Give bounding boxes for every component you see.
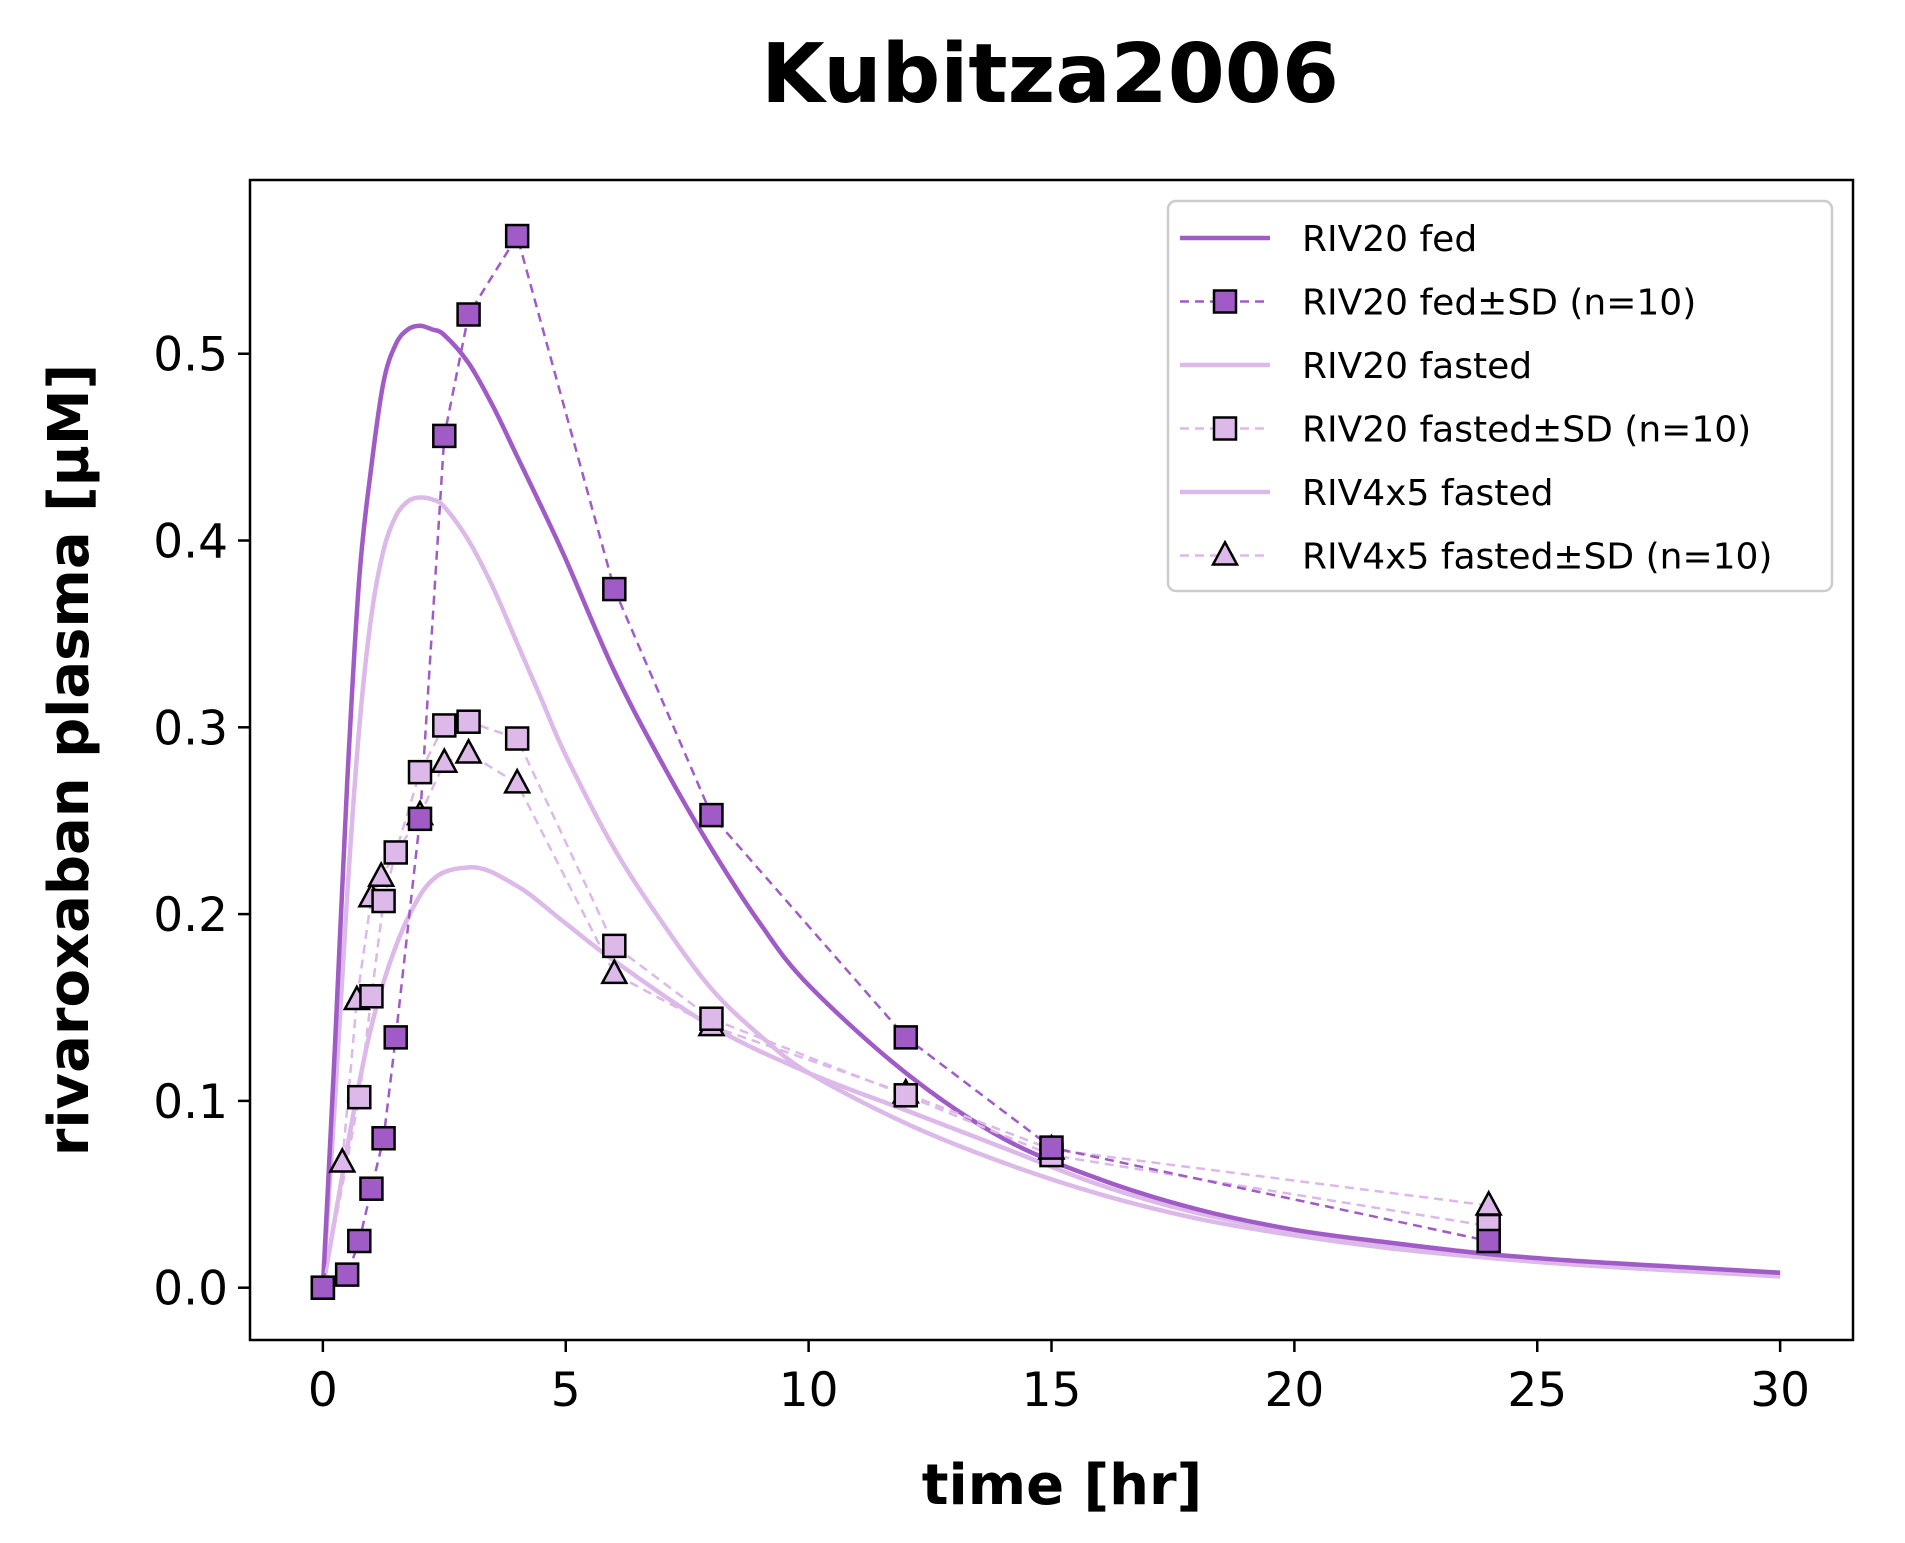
legend: RIV20 fed RIV20 fed±SD (n=10) RIV20 fasted… — [1166, 199, 1834, 593]
y-tick-label: 0.5 — [153, 328, 228, 383]
x-tick-label: 0 — [308, 1363, 338, 1418]
data-point-riv20-fed-sd-n-10 — [347, 1228, 372, 1254]
legend-item-riv20-fasted: RIV20 fasted — [1180, 346, 1532, 387]
data-point-riv20-fed-sd-n-10 — [893, 1025, 919, 1050]
x-tick-label: 25 — [1507, 1363, 1567, 1418]
data-point-riv4x5-fasted-sd-n-10 — [454, 737, 483, 764]
y-tick-label: 0.1 — [153, 1075, 228, 1130]
data-point-riv20-fed-sd-n-10 — [456, 302, 481, 327]
data-point-riv20-fasted-sd-n-10 — [347, 1084, 372, 1110]
y-tick-label: 0.0 — [153, 1262, 228, 1317]
legend-box — [1166, 199, 1834, 593]
data-point-riv20-fasted-sd-n-10 — [893, 1083, 919, 1108]
legend-label: RIV20 fasted±SD (n=10) — [1302, 410, 1751, 451]
data-point-riv4x5-fasted-sd-n-10 — [367, 860, 396, 887]
y-axis: 0.0 0.1 0.2 0.3 0.4 0.5 — [153, 328, 250, 1317]
x-tick-label: 10 — [779, 1363, 839, 1418]
data-point-riv20-fed-sd-n-10 — [310, 1275, 336, 1300]
data-point-riv20-fed-sd-n-10 — [504, 223, 530, 249]
data-point-riv20-fasted-sd-n-10 — [371, 888, 396, 914]
data-point-riv20-fed-sd-n-10 — [602, 576, 627, 602]
data-point-riv20-fasted-sd-n-10 — [383, 840, 408, 865]
data-point-riv20-fasted-sd-n-10 — [602, 933, 627, 959]
data-point-riv20-fed-sd-n-10 — [359, 1176, 384, 1201]
data-point-riv4x5-fasted-sd-n-10 — [328, 1146, 357, 1173]
y-tick-label: 0.3 — [153, 701, 228, 756]
y-tick-label: 0.2 — [153, 888, 228, 943]
data-point-riv20-fed-sd-n-10 — [699, 802, 724, 828]
data-point-riv20-fasted-sd-n-10 — [407, 759, 433, 785]
legend-label: RIV4x5 fasted — [1302, 473, 1553, 514]
data-point-riv20-fasted-sd-n-10 — [432, 713, 457, 738]
legend-item-riv20-fed-sd-n-10: RIV20 fed±SD (n=10) — [1180, 283, 1696, 324]
legend-label: RIV4x5 fasted±SD (n=10) — [1302, 537, 1772, 578]
data-point-riv20-fasted-sd-n-10 — [504, 726, 530, 751]
data-point-riv20-fed-sd-n-10 — [1039, 1135, 1064, 1160]
legend-item-riv20-fasted-sd-n-10: RIV20 fasted±SD (n=10) — [1180, 410, 1751, 451]
model-lines — [320, 323, 1781, 1289]
x-axis-label: time [hr] — [922, 1453, 1202, 1518]
x-tick-label: 30 — [1750, 1363, 1810, 1418]
legend-item-riv20-fed: RIV20 fed — [1180, 219, 1477, 260]
data-point-riv4x5-fasted-sd-n-10 — [430, 746, 459, 774]
data-point-riv4x5-fasted-sd-n-10 — [600, 958, 629, 985]
model-line-riv20-fasted — [320, 495, 1781, 1288]
legend-marker-swatch — [1212, 416, 1238, 441]
x-tick-label: 5 — [551, 1363, 581, 1418]
legend-marker-swatch — [1212, 289, 1238, 314]
data-point-riv20-fed-sd-n-10 — [371, 1126, 396, 1151]
legend-item-riv4x5-fasted: RIV4x5 fasted — [1180, 473, 1553, 514]
x-axis: 0 5 10 15 20 25 30 — [308, 1340, 1810, 1418]
legend-label: RIV20 fed — [1302, 219, 1477, 260]
y-tick-label: 0.4 — [153, 515, 228, 570]
data-point-riv20-fed-sd-n-10 — [334, 1262, 360, 1287]
x-tick-label: 20 — [1264, 1363, 1324, 1418]
data-point-riv20-fed-sd-n-10 — [1476, 1228, 1501, 1254]
x-tick-label: 15 — [1022, 1363, 1082, 1418]
data-point-riv20-fed-sd-n-10 — [432, 423, 457, 449]
legend-label: RIV20 fasted — [1302, 346, 1532, 387]
data-point-riv20-fasted-sd-n-10 — [359, 984, 384, 1009]
data-point-riv20-fasted-sd-n-10 — [699, 1006, 724, 1031]
data-point-riv4x5-fasted-sd-n-10 — [503, 767, 532, 794]
chart-title: Kubitza2006 — [761, 27, 1339, 122]
legend-marker-swatch — [1210, 539, 1240, 566]
legend-label: RIV20 fed±SD (n=10) — [1302, 283, 1696, 324]
data-point-riv20-fasted-sd-n-10 — [456, 709, 481, 734]
data-point-riv20-fed-sd-n-10 — [383, 1025, 408, 1050]
data-point-riv20-fed-sd-n-10 — [407, 806, 433, 832]
legend-item-riv4x5-fasted-sd-n-10: RIV4x5 fasted±SD (n=10) — [1180, 537, 1772, 578]
data-markers — [310, 223, 1503, 1300]
model-line-riv20-fed — [320, 323, 1781, 1288]
y-axis-label: rivaroxaban plasma [µM] — [37, 364, 102, 1157]
